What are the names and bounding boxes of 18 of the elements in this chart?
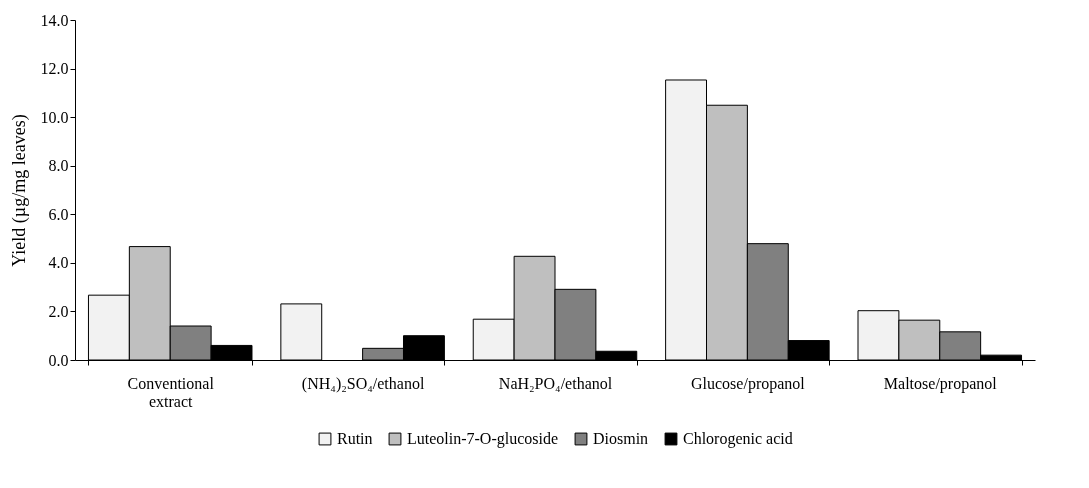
legend-label: Diosmin: [593, 430, 649, 447]
x-tick-label: Maltose/propanol: [883, 374, 998, 393]
y-tick-label: 10.0: [40, 108, 69, 126]
y-tick-label: 2.0: [48, 302, 69, 320]
x-tick-label: NaH₂PO₄/ethanol: [498, 374, 613, 392]
y-tick-label: 0.0: [48, 351, 69, 369]
x-tick-label: Glucose/propanol: [691, 374, 806, 393]
legend-label: Rutin: [337, 430, 373, 447]
x-tick-label: Conventional extract: [127, 374, 215, 410]
y-tick-label: 14.0: [40, 11, 69, 29]
legend-label: Chlorogenic acid: [683, 430, 793, 448]
y-tick-label: 6.0: [48, 205, 69, 223]
y-tick-label: 12.0: [40, 60, 69, 78]
x-tick-label: (NH₄)₂SO₄/ethanol: [301, 374, 425, 393]
y-tick-label: 4.0: [48, 254, 69, 272]
y-tick-label: 8.0: [48, 157, 69, 175]
y-axis-title: Yield (µg/mg leaves): [8, 114, 30, 267]
legend-label: Luteolin-7-O-glucoside: [407, 430, 559, 448]
